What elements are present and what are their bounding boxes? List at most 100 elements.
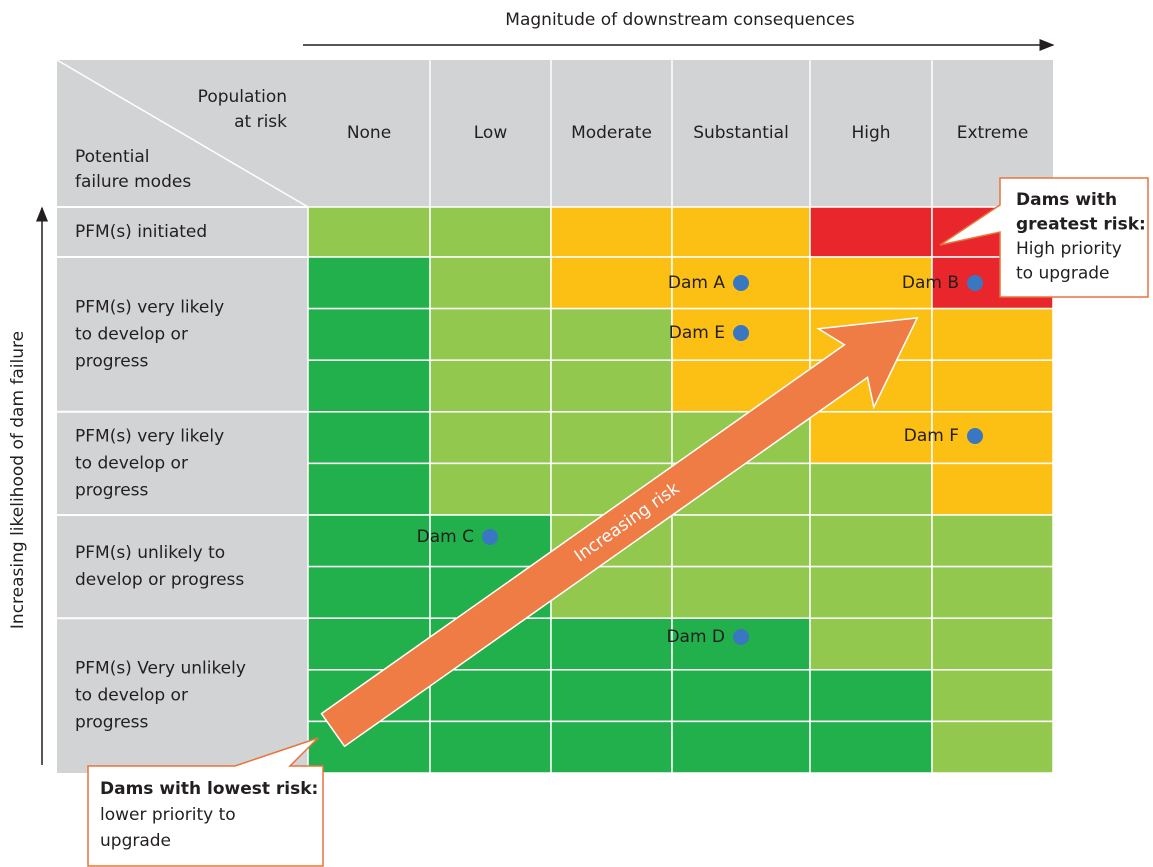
cell: [550, 307, 673, 361]
cell: [429, 720, 552, 774]
callout-text: High priority: [1016, 239, 1122, 259]
cell: [429, 256, 552, 310]
cell: [307, 359, 431, 413]
callout-title: greatest risk:: [1016, 215, 1146, 235]
row-label: PFM(s) initiated: [75, 222, 207, 242]
cell: [809, 514, 933, 568]
cell: [809, 462, 933, 516]
cell: [550, 206, 673, 258]
corner-diagonal: [56, 59, 309, 208]
row-label-bg: [57, 257, 308, 412]
cell: [809, 720, 933, 774]
cell: [307, 462, 431, 516]
dam-label: Dam B: [902, 273, 959, 293]
cell: [550, 359, 673, 413]
dam-label: Dam E: [669, 323, 725, 343]
cell: [307, 565, 431, 619]
callout-text: lower priority to: [100, 805, 236, 825]
corner-top: at risk: [234, 112, 287, 132]
cell: [809, 617, 933, 671]
cell: [809, 411, 933, 465]
row-label: PFM(s) unlikely to: [75, 543, 225, 563]
callout-box: [939, 177, 1149, 298]
row-label: progress: [75, 351, 149, 371]
cell: [671, 720, 811, 774]
column-header: Moderate: [571, 123, 652, 143]
cell: [809, 206, 933, 258]
column-header: Low: [474, 123, 508, 143]
row-label: PFM(s) Very unlikely: [75, 659, 246, 679]
cell: [671, 669, 811, 723]
row-label-bg: [57, 515, 308, 619]
dam-dot: [733, 325, 749, 341]
callout-box: [87, 737, 324, 867]
arrow-shape: [320, 316, 919, 748]
callout-text: upgrade: [100, 831, 171, 851]
dam-dot: [482, 529, 498, 545]
cell: [931, 411, 1054, 465]
header-bg: [57, 60, 1053, 207]
row-label: develop or progress: [75, 570, 244, 590]
cell: [429, 206, 552, 258]
cell: [550, 411, 673, 465]
cell: [307, 206, 431, 258]
cell: [931, 617, 1054, 671]
cell: [671, 565, 811, 619]
cell: [671, 206, 811, 258]
cell: [429, 307, 552, 361]
cell: [671, 514, 811, 568]
row-label: progress: [75, 713, 149, 733]
callout-title: Dams with lowest risk:: [100, 779, 318, 799]
dam-dot: [967, 428, 983, 444]
cell: [550, 669, 673, 723]
cell: [931, 669, 1054, 723]
row-label-bg: [57, 618, 308, 773]
row-label-bg: [57, 207, 308, 257]
cell: [809, 565, 933, 619]
dam-dot: [967, 275, 983, 291]
row-label: to develop or: [75, 686, 188, 706]
cell: [931, 307, 1054, 361]
cell: [550, 256, 673, 310]
cell: [550, 720, 673, 774]
dam-label: Dam F: [904, 426, 959, 446]
cell: [307, 514, 431, 568]
cell: [809, 669, 933, 723]
row-label: to develop or: [75, 324, 188, 344]
column-header: Extreme: [957, 123, 1029, 143]
row-label: PFM(s) very likely: [75, 426, 224, 446]
cell: [931, 514, 1054, 568]
cell: [429, 359, 552, 413]
cell: [931, 359, 1054, 413]
cell: [307, 411, 431, 465]
dam-dot: [733, 629, 749, 645]
dam-label: Dam C: [417, 527, 474, 547]
row-label-bg: [57, 411, 308, 515]
cell: [931, 565, 1054, 619]
column-header: High: [851, 123, 890, 143]
row-label: PFM(s) very likely: [75, 297, 224, 317]
corner-bottom: failure modes: [75, 172, 191, 192]
axis-left-label: Increasing likelihood of dam failure: [8, 331, 28, 629]
dam-label: Dam D: [666, 627, 725, 647]
cell: [429, 669, 552, 723]
cell: [429, 411, 552, 465]
cell: [550, 617, 673, 671]
cell: [931, 720, 1054, 774]
cell: [307, 307, 431, 361]
dam-label: Dam A: [668, 273, 725, 293]
row-label: progress: [75, 480, 149, 500]
callout-text: to upgrade: [1016, 264, 1109, 284]
cell: [931, 462, 1054, 516]
column-header: Substantial: [693, 123, 789, 143]
corner-top: Population: [198, 87, 287, 107]
cell: [429, 462, 552, 516]
row-label: to develop or: [75, 453, 188, 473]
cell: [307, 256, 431, 310]
axis-top-label: Magnitude of downstream consequences: [505, 10, 855, 30]
dam-dot: [733, 275, 749, 291]
callout-title: Dams with: [1016, 190, 1117, 210]
column-header: None: [347, 123, 391, 143]
corner-bottom: Potential: [75, 147, 149, 167]
